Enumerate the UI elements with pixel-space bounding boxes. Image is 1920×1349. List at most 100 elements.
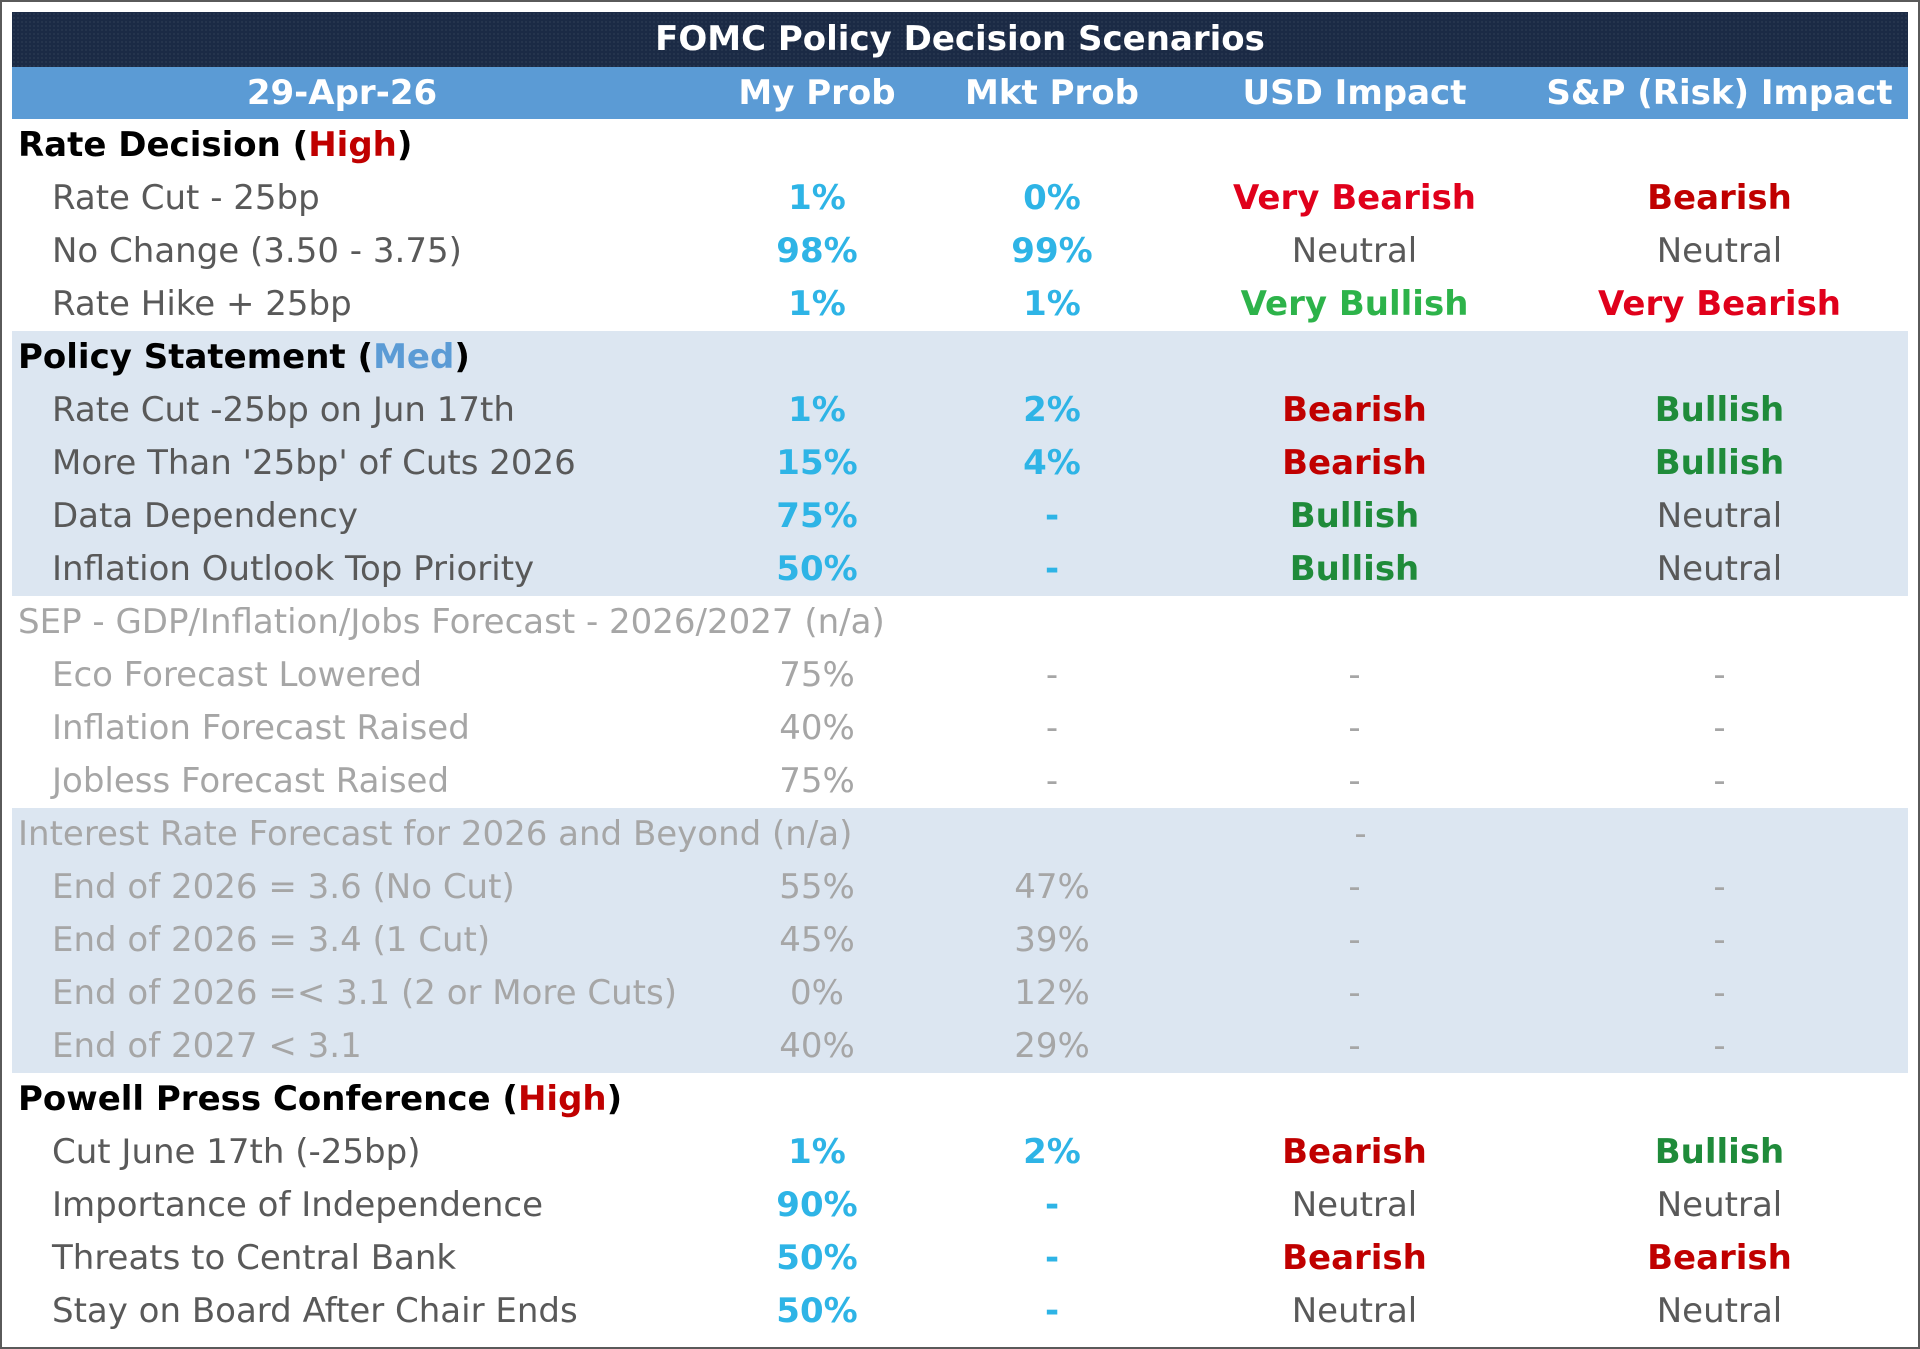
usd-impact-cell: Bearish bbox=[1282, 390, 1427, 430]
section-title: SEP - GDP/Inflation/Jobs Forecast - 2026… bbox=[18, 602, 885, 642]
importance-badge: High bbox=[517, 1079, 607, 1119]
my-prob-cell: 75% bbox=[779, 655, 855, 695]
sp-impact-cell: Very Bearish bbox=[1597, 284, 1842, 324]
row-label: Eco Forecast Lowered bbox=[52, 655, 423, 695]
my-prob-cell: 40% bbox=[779, 708, 855, 748]
mkt-prob-cell: 12% bbox=[1014, 973, 1090, 1013]
my-prob-cell: 98% bbox=[776, 231, 858, 271]
usd-impact-cell: - bbox=[1348, 867, 1361, 907]
row-label: Inflation Forecast Raised bbox=[52, 708, 470, 748]
table-row: Importance of Independence 90% - Neutral… bbox=[12, 1179, 1908, 1232]
usd-impact-cell: - bbox=[1348, 708, 1361, 748]
table-row: Cut June 17th (-25bp) 1% 2% Bearish Bull… bbox=[12, 1126, 1908, 1179]
mkt-prob-cell: - bbox=[1044, 549, 1060, 589]
section-usd-cell: - bbox=[1354, 814, 1367, 854]
sp-impact-cell: Neutral bbox=[1656, 1185, 1783, 1225]
usd-impact-cell: Neutral bbox=[1291, 1291, 1418, 1331]
my-prob-cell: 90% bbox=[776, 1185, 858, 1225]
section-title-row: Interest Rate Forecast for 2026 and Beyo… bbox=[12, 808, 1908, 861]
mkt-prob-cell: 47% bbox=[1014, 867, 1090, 907]
usd-impact-cell: Bearish bbox=[1282, 1132, 1427, 1172]
table-title: FOMC Policy Decision Scenarios bbox=[12, 12, 1908, 67]
header-usd-impact: USD Impact bbox=[1242, 73, 1467, 113]
section-title: Powell Press Conference (High) bbox=[18, 1079, 623, 1119]
row-label: Stay on Board After Chair Ends bbox=[52, 1291, 578, 1331]
table-row: No Change (3.50 - 3.75) 98% 99% Neutral … bbox=[12, 225, 1908, 278]
table-row: End of 2026 =< 3.1 (2 or More Cuts) 0% 1… bbox=[12, 967, 1908, 1020]
mkt-prob-cell: 39% bbox=[1014, 920, 1090, 960]
usd-impact-cell: - bbox=[1348, 1026, 1361, 1066]
section-rate-decision: Rate Decision (High) Rate Cut - 25bp 1% … bbox=[12, 119, 1908, 331]
usd-impact-cell: Neutral bbox=[1291, 231, 1418, 271]
section-title-row: Policy Statement (Med) bbox=[12, 331, 1908, 384]
table-row: Data Dependency 75% - Bullish Neutral bbox=[12, 490, 1908, 543]
sp-impact-cell: - bbox=[1713, 1026, 1726, 1066]
my-prob-cell: 50% bbox=[776, 1238, 858, 1278]
my-prob-cell: 1% bbox=[788, 1132, 846, 1172]
row-label: Jobless Forecast Raised bbox=[52, 761, 450, 801]
sp-impact-cell: Neutral bbox=[1656, 549, 1783, 589]
row-label: Rate Hike + 25bp bbox=[52, 284, 352, 324]
row-label: Threats to Central Bank bbox=[52, 1238, 457, 1278]
sp-impact-cell: Bearish bbox=[1647, 178, 1792, 218]
row-label: Data Dependency bbox=[52, 496, 358, 536]
my-prob-cell: 40% bbox=[779, 1026, 855, 1066]
usd-impact-cell: - bbox=[1348, 761, 1361, 801]
usd-impact-cell: Very Bearish bbox=[1232, 178, 1477, 218]
table-row: Jobless Forecast Raised 75% - - - bbox=[12, 755, 1908, 808]
importance-badge: Med bbox=[373, 337, 455, 377]
header-mkt-prob: Mkt Prob bbox=[965, 73, 1139, 113]
row-label: No Change (3.50 - 3.75) bbox=[52, 231, 462, 271]
mkt-prob-cell: - bbox=[1045, 761, 1059, 801]
row-label: Rate Cut -25bp on Jun 17th bbox=[52, 390, 515, 430]
row-label: End of 2026 = 3.4 (1 Cut) bbox=[52, 920, 491, 960]
mkt-prob-cell: - bbox=[1044, 1291, 1060, 1331]
row-label: Rate Cut - 25bp bbox=[52, 178, 320, 218]
my-prob-cell: 1% bbox=[788, 178, 846, 218]
usd-impact-cell: Bearish bbox=[1282, 443, 1427, 483]
table-row: Threats to Central Bank 50% - Bearish Be… bbox=[12, 1232, 1908, 1285]
sp-impact-cell: - bbox=[1713, 655, 1726, 695]
table-row: End of 2026 = 3.6 (No Cut) 55% 47% - - bbox=[12, 861, 1908, 914]
scenario-table: FOMC Policy Decision Scenarios 29-Apr-26… bbox=[12, 12, 1908, 1343]
my-prob-cell: 45% bbox=[779, 920, 855, 960]
table-row: Rate Hike + 25bp 1% 1% Very Bullish Very… bbox=[12, 278, 1908, 331]
usd-impact-cell: Very Bullish bbox=[1240, 284, 1469, 324]
section-title: Interest Rate Forecast for 2026 and Beyo… bbox=[18, 814, 853, 854]
mkt-prob-cell: 1% bbox=[1023, 284, 1081, 324]
section-sep-forecast: SEP - GDP/Inflation/Jobs Forecast - 2026… bbox=[12, 596, 1908, 808]
my-prob-cell: 50% bbox=[776, 549, 858, 589]
header-my-prob: My Prob bbox=[738, 73, 896, 113]
my-prob-cell: 50% bbox=[776, 1291, 858, 1331]
table-row: Inflation Forecast Raised 40% - - - bbox=[12, 702, 1908, 755]
usd-impact-cell: Bearish bbox=[1282, 1238, 1427, 1278]
mkt-prob-cell: - bbox=[1045, 708, 1059, 748]
mkt-prob-cell: - bbox=[1044, 496, 1060, 536]
mkt-prob-cell: 29% bbox=[1014, 1026, 1090, 1066]
row-label: End of 2026 = 3.6 (No Cut) bbox=[52, 867, 515, 907]
my-prob-cell: 1% bbox=[788, 284, 846, 324]
sp-impact-cell: Neutral bbox=[1656, 1291, 1783, 1331]
row-label: Cut June 17th (-25bp) bbox=[52, 1132, 421, 1172]
section-title: Rate Decision (High) bbox=[18, 125, 413, 165]
row-label: End of 2026 =< 3.1 (2 or More Cuts) bbox=[52, 973, 677, 1013]
usd-impact-cell: Neutral bbox=[1291, 1185, 1418, 1225]
mkt-prob-cell: - bbox=[1044, 1185, 1060, 1225]
usd-impact-cell: Bullish bbox=[1289, 496, 1420, 536]
my-prob-cell: 55% bbox=[779, 867, 855, 907]
my-prob-cell: 15% bbox=[776, 443, 858, 483]
sp-impact-cell: Neutral bbox=[1656, 231, 1783, 271]
sp-impact-cell: - bbox=[1713, 867, 1726, 907]
row-label: Inflation Outlook Top Priority bbox=[52, 549, 535, 589]
section-title-row: SEP - GDP/Inflation/Jobs Forecast - 2026… bbox=[12, 596, 1908, 649]
my-prob-cell: 75% bbox=[776, 496, 858, 536]
row-label: Importance of Independence bbox=[52, 1185, 544, 1225]
mkt-prob-cell: 99% bbox=[1011, 231, 1093, 271]
table-row: More Than '25bp' of Cuts 2026 15% 4% Bea… bbox=[12, 437, 1908, 490]
table-row: End of 2026 = 3.4 (1 Cut) 45% 39% - - bbox=[12, 914, 1908, 967]
table-row: Inflation Outlook Top Priority 50% - Bul… bbox=[12, 543, 1908, 596]
mkt-prob-cell: - bbox=[1045, 655, 1059, 695]
section-title: Policy Statement (Med) bbox=[18, 337, 470, 377]
table-row: Stay on Board After Chair Ends 50% - Neu… bbox=[12, 1285, 1908, 1338]
table-row: End of 2027 < 3.1 40% 29% - - bbox=[12, 1020, 1908, 1073]
